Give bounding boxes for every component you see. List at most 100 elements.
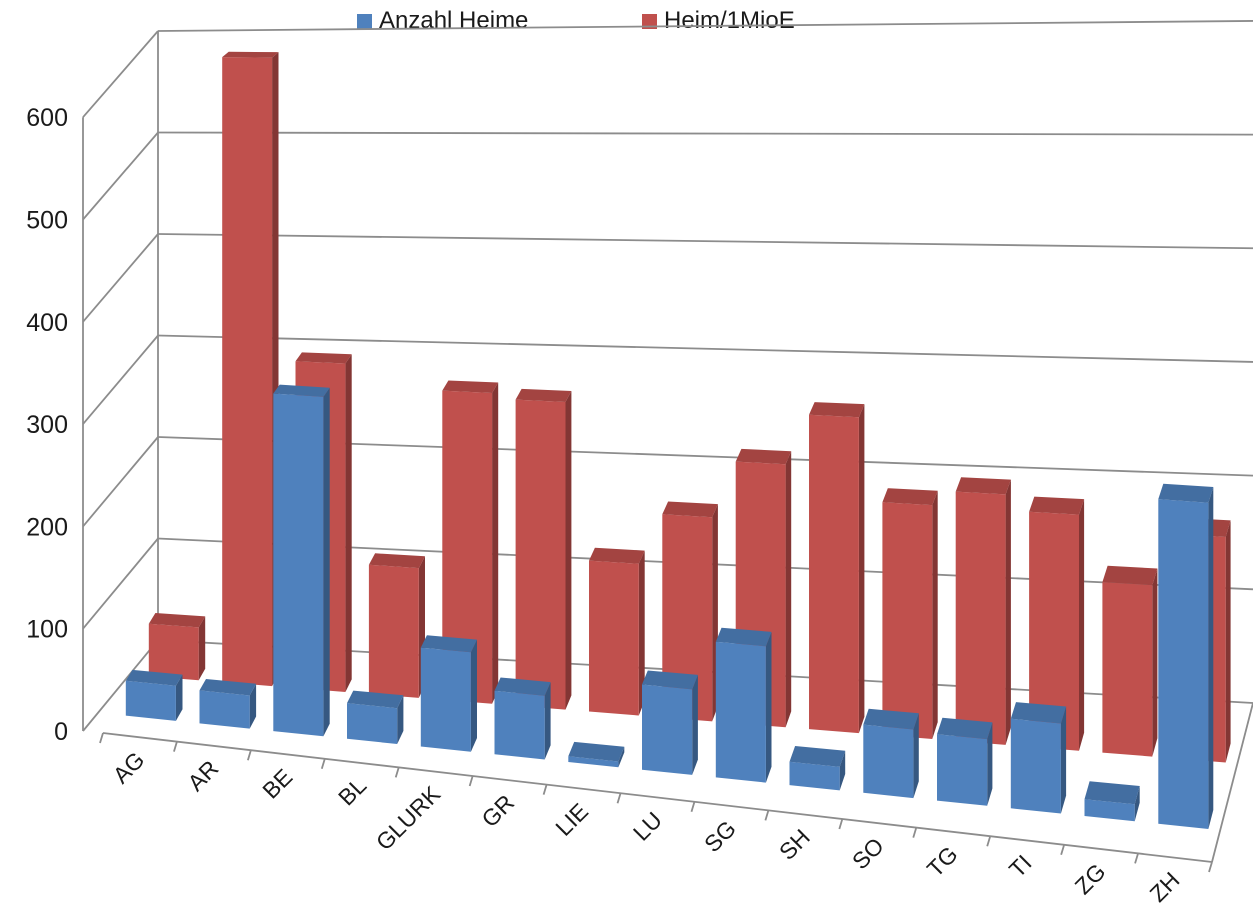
bar-side-face: [323, 387, 330, 737]
gridline-back: [157, 233, 1253, 250]
bar-front-face: [273, 393, 324, 737]
y-tick-label: 400: [26, 309, 68, 337]
bar-front-face: [789, 761, 840, 791]
gridline-side: [82, 30, 159, 118]
bar-anzahl-heime-lie: [568, 741, 625, 768]
bar-heim-1mioe-ag: [148, 613, 206, 681]
gridline-side: [82, 537, 159, 630]
x-tick-label: AR: [182, 755, 223, 796]
bar-front-face: [882, 502, 933, 739]
bar-side-face: [1079, 499, 1085, 751]
bar-front-face: [662, 514, 713, 722]
bar-side-face: [1134, 786, 1140, 822]
bar-front-face: [515, 399, 566, 710]
bar-front-face: [199, 690, 250, 729]
bar-front-face: [1084, 799, 1135, 822]
bar-anzahl-heime-ag: [125, 669, 183, 721]
gridline-back: [157, 131, 1253, 136]
x-tick-label: SG: [699, 815, 741, 857]
bar-side-face: [397, 695, 404, 744]
bar-heim-1mioe-lie: [589, 547, 645, 716]
bar-top-face: [735, 448, 792, 465]
bar-top-face: [955, 477, 1011, 495]
x-tick-mark: [542, 784, 548, 795]
bar-top-face: [1010, 702, 1067, 724]
bar-side-face: [345, 354, 352, 692]
bar-anzahl-heime-zh: [1158, 483, 1214, 829]
x-tick-mark: [247, 749, 252, 761]
bar-top-face: [125, 669, 183, 686]
bar-top-face: [442, 380, 499, 393]
bar-side-face: [932, 490, 938, 739]
bar-front-face: [937, 734, 988, 806]
y-tick-label: 300: [26, 411, 68, 439]
x-tick-mark: [173, 741, 178, 752]
bar-heim-1mioe-ti: [1029, 496, 1085, 751]
bar-top-face: [1084, 781, 1140, 805]
bar-anzahl-heime-sh: [789, 746, 846, 791]
gridline-back: [157, 334, 1253, 363]
bar-anzahl-heime-glurk: [420, 635, 477, 752]
bar-side-face: [1060, 706, 1067, 814]
bar-top-face: [347, 690, 404, 709]
x-tick-label: ZG: [1070, 858, 1111, 899]
bar-top-face: [882, 488, 938, 506]
bar-anzahl-heime-lu: [642, 670, 698, 775]
bar-top-face: [515, 388, 572, 402]
legend-item-heim-1mioe: Heim/1MioE: [642, 4, 795, 38]
x-tick-label: LU: [628, 807, 667, 846]
bar-front-face: [589, 560, 639, 716]
bar-front-face: [809, 414, 859, 734]
x-tick-mark: [616, 792, 622, 804]
x-tick-mark: [394, 767, 400, 778]
legend-label-heim-1mioe: Heim/1MioE: [664, 7, 795, 34]
bar-front-face: [715, 641, 766, 783]
x-tick-label: BE: [257, 764, 297, 804]
x-tick-label: AG: [108, 746, 150, 788]
y-tick-label: 100: [26, 616, 68, 644]
bar-front-face: [148, 623, 199, 681]
bar-front-face: [568, 756, 619, 768]
bar-anzahl-heime-so: [863, 708, 919, 799]
bar-anzahl-heime-ti: [1010, 702, 1067, 814]
bar-top-face: [715, 627, 772, 647]
x-tick-label: SH: [774, 824, 815, 865]
bar-anzahl-heime-tg: [937, 717, 993, 806]
bar-top-face: [1158, 483, 1214, 503]
bar-front-face: [125, 680, 176, 721]
bar-top-face: [148, 613, 206, 628]
legend-swatch-blue: [357, 13, 372, 29]
bar-front-face: [420, 647, 471, 752]
gridline-side: [82, 334, 159, 425]
bar-front-face: [494, 690, 545, 760]
bar-top-face: [809, 402, 865, 418]
bar-front-face: [1010, 718, 1061, 814]
bar-anzahl-heime-bl: [347, 690, 404, 744]
bar-heim-1mioe-gr: [515, 388, 572, 710]
x-tick-label: ZH: [1144, 867, 1184, 907]
x-tick-label: TG: [922, 841, 963, 882]
bar-top-face: [937, 717, 993, 740]
bar-side-face: [785, 451, 792, 728]
bar-side-face: [198, 616, 206, 681]
bar-front-face: [442, 390, 493, 704]
bar-anzahl-heime-ar: [199, 679, 257, 729]
x-tick-mark: [1060, 844, 1065, 856]
bar-side-face: [765, 631, 772, 783]
bar-front-face: [863, 724, 914, 799]
bar-front-face: [368, 564, 419, 698]
x-tick-mark: [690, 801, 696, 813]
bar-anzahl-heime-zg: [1084, 781, 1140, 822]
bar-heim-1mioe-tg: [955, 477, 1011, 745]
bar-side-face: [544, 682, 551, 760]
bar-side-face: [913, 713, 919, 799]
x-tick-mark: [320, 758, 326, 770]
x-tick-mark: [99, 732, 104, 744]
bar-heim-1mioe-sh: [809, 402, 865, 734]
bar-front-face: [1158, 499, 1209, 829]
bar-top-face: [1102, 565, 1158, 586]
x-tick-label: GR: [476, 789, 519, 832]
y-tick-label: 200: [26, 513, 68, 541]
bar-anzahl-heime-sg: [715, 627, 772, 783]
